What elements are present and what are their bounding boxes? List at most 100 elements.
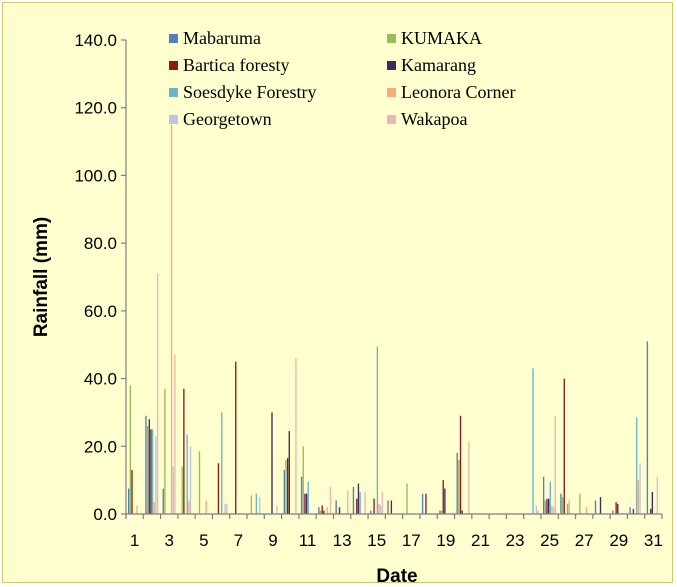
bar-mabaruma-18 xyxy=(422,494,423,514)
bar-wakapoa-12 xyxy=(330,487,331,514)
bar-wakapoa-3 xyxy=(174,355,175,514)
bar-soesdyke-forestry-30 xyxy=(636,418,637,514)
x-tick-label: 25 xyxy=(540,531,559,550)
bar-bartica-foresty-29 xyxy=(615,502,616,514)
bar-leonora-corner-1 xyxy=(136,506,137,514)
y-tick-label: 0.0 xyxy=(93,505,117,524)
bar-leonora-corner-2 xyxy=(154,502,155,514)
legend: Mabaruma KUMAKA Bartica foresty Kamarang Soe… xyxy=(169,28,515,129)
bar-kamarang-28 xyxy=(600,497,601,514)
bar-bartica-foresty-13 xyxy=(339,507,340,514)
x-tick-label: 7 xyxy=(234,531,243,550)
bar-soesdyke-forestry-14 xyxy=(359,492,360,514)
bar-kamarang-19 xyxy=(444,489,445,514)
bar-leonora-corner-27 xyxy=(586,507,587,514)
x-tick-label: 21 xyxy=(471,531,490,550)
bar-mabaruma-2 xyxy=(145,416,146,514)
bar-leonora-corner-5 xyxy=(205,500,206,514)
bar-leonora-corner-4 xyxy=(188,500,189,514)
bar-kamarang-14 xyxy=(358,484,359,514)
bar-bartica-foresty-12 xyxy=(322,506,323,514)
y-tick-label: 120.0 xyxy=(74,99,117,118)
bar-wakapoa-14 xyxy=(364,492,365,514)
bar-kumaka-4 xyxy=(182,467,183,514)
y-tick-label: 100.0 xyxy=(74,166,117,185)
bar-georgetown-15 xyxy=(380,506,381,514)
bar-georgetown-30 xyxy=(639,463,640,514)
bar-soesdyke-forestry-8 xyxy=(256,494,257,514)
bar-bartica-foresty-10 xyxy=(287,458,288,514)
legend-swatch xyxy=(169,34,178,43)
bar-kamarang-31 xyxy=(652,492,653,514)
y-tick-label: 20.0 xyxy=(84,437,117,456)
bar-leonora-corner-12 xyxy=(327,507,328,514)
bars-layer xyxy=(128,125,658,514)
bar-leonora-corner-26 xyxy=(569,500,570,514)
bar-soesdyke-forestry-6 xyxy=(221,412,222,514)
bar-wakapoa-13 xyxy=(347,490,348,514)
bar-wakapoa-10 xyxy=(295,358,296,514)
bar-kumaka-25 xyxy=(545,500,546,514)
y-ticks: 0.020.040.060.080.0100.0120.0140.0 xyxy=(74,31,126,524)
bar-bartica-foresty-11 xyxy=(304,494,305,514)
bar-bartica-foresty-6 xyxy=(218,463,219,514)
x-tick-label: 1 xyxy=(130,531,139,550)
bar-kamarang-11 xyxy=(306,494,307,514)
bar-soesdyke-forestry-24 xyxy=(532,368,533,514)
legend-label: Wakapoa xyxy=(401,109,468,129)
y-tick-label: 40.0 xyxy=(84,370,117,389)
bar-leonora-corner-15 xyxy=(378,504,379,514)
bar-mabaruma-12 xyxy=(318,507,319,514)
legend-swatch xyxy=(169,88,178,97)
bar-kumaka-20 xyxy=(458,460,459,514)
bar-leonora-corner-3 xyxy=(171,125,172,514)
bar-georgetown-31 xyxy=(657,477,658,514)
y-tick-label: 140.0 xyxy=(74,31,117,50)
bar-leonora-corner-25 xyxy=(551,506,552,514)
bar-leonora-corner-30 xyxy=(638,480,639,514)
bar-bartica-foresty-19 xyxy=(443,480,444,514)
legend-label: Kamarang xyxy=(401,55,476,75)
bar-mabaruma-16 xyxy=(387,500,388,514)
bar-bartica-foresty-1 xyxy=(131,470,132,514)
bar-bartica-foresty-31 xyxy=(650,509,651,514)
bar-bartica-foresty-7 xyxy=(235,362,236,514)
bar-soesdyke-forestry-2 xyxy=(152,429,153,514)
legend-swatch xyxy=(169,115,178,124)
bar-georgetown-24 xyxy=(536,506,537,514)
x-tick-label: 23 xyxy=(506,531,525,550)
bar-kumaka-2 xyxy=(147,426,148,514)
bar-bartica-foresty-2 xyxy=(149,419,150,514)
bar-georgetown-2 xyxy=(155,436,156,514)
bar-mabaruma-20 xyxy=(457,453,458,514)
bar-bartica-foresty-15 xyxy=(373,499,374,514)
x-tick-label: 3 xyxy=(164,531,173,550)
legend-label: Georgetown xyxy=(183,109,272,129)
bar-mabaruma-31 xyxy=(647,341,648,514)
bar-kamarang-29 xyxy=(617,504,618,514)
bar-kumaka-10 xyxy=(285,460,286,514)
bar-bartica-foresty-30 xyxy=(633,509,634,514)
bar-wakapoa-20 xyxy=(468,441,469,514)
bar-bartica-foresty-18 xyxy=(425,494,426,514)
legend-label: KUMAKA xyxy=(401,28,482,48)
bar-mabaruma-14 xyxy=(353,487,354,514)
x-tick-label: 15 xyxy=(367,531,386,550)
legend-swatch xyxy=(169,61,178,70)
bar-mabaruma-25 xyxy=(543,477,544,514)
bar-mabaruma-26 xyxy=(560,494,561,514)
legend-label: Leonora Corner xyxy=(401,82,515,102)
bar-mabaruma-1 xyxy=(128,489,129,514)
x-tick-label: 13 xyxy=(333,531,352,550)
bar-kamarang-10 xyxy=(289,431,290,514)
bar-wakapoa-6 xyxy=(226,504,227,514)
x-tick-label: 17 xyxy=(402,531,421,550)
bar-kumaka-3 xyxy=(164,389,165,514)
x-tick-label: 11 xyxy=(299,531,317,550)
bar-georgetown-9 xyxy=(276,506,277,514)
bar-kumaka-26 xyxy=(562,497,563,514)
bar-georgetown-3 xyxy=(173,467,174,514)
bar-kamarang-9 xyxy=(271,412,272,514)
bar-wakapoa-15 xyxy=(382,492,383,514)
